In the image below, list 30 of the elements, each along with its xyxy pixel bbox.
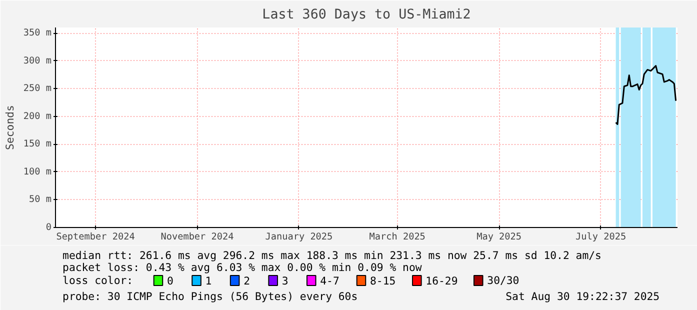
text: Sat Aug 30 19:22:37 2025	[506, 290, 660, 303]
text: packet loss: 0.43 % avg 6.03 % max 0.00 % min 0.09 % now	[62, 261, 422, 274]
legend-label: 8-15	[370, 274, 396, 288]
x-tick-label: November 2024	[160, 232, 234, 242]
legend-title: loss color:	[62, 274, 134, 287]
x-tick-label: September 2024	[56, 232, 136, 242]
x-tick-label: July 2025	[576, 232, 626, 242]
legend-label: 30/30	[487, 274, 520, 287]
x-tick-label: January 2025	[265, 232, 333, 242]
text: median rtt: 261.6 ms avg 296.2 ms max 188.3 ms min 231.3 ms now 25.7 ms sd 10.2 am/s	[62, 249, 602, 262]
y-tick-label: 0	[46, 222, 52, 233]
y-tick-label: 50 m	[29, 194, 52, 206]
line-series	[615, 65, 677, 125]
legend-label: 0	[167, 274, 174, 288]
y-tick-label: 100 m	[23, 166, 52, 178]
y-tick-label: 250 m	[23, 83, 52, 94]
legend-label: 4-7	[320, 274, 340, 288]
y-tick-label: 150 m	[23, 138, 52, 150]
legend-label: 16-29	[426, 274, 458, 288]
y-tick-label: 300 m	[23, 55, 52, 66]
x-tick-label: March 2025	[369, 232, 426, 242]
y-axis-title: Seconds	[3, 105, 16, 150]
x-tick-label: May 2025	[476, 232, 522, 242]
y-tick-label: 200 m	[23, 110, 52, 122]
legend-label: 3	[282, 274, 288, 288]
legend-label: 2	[244, 274, 250, 288]
y-tick-label: 350 m	[23, 28, 52, 39]
legend-label: 1	[205, 274, 212, 288]
text: probe: 30 ICMP Echo Pings (56 Bytes) every 60s	[62, 290, 358, 303]
chart-title: Last 360 Days to US-Miami2	[262, 8, 471, 22]
